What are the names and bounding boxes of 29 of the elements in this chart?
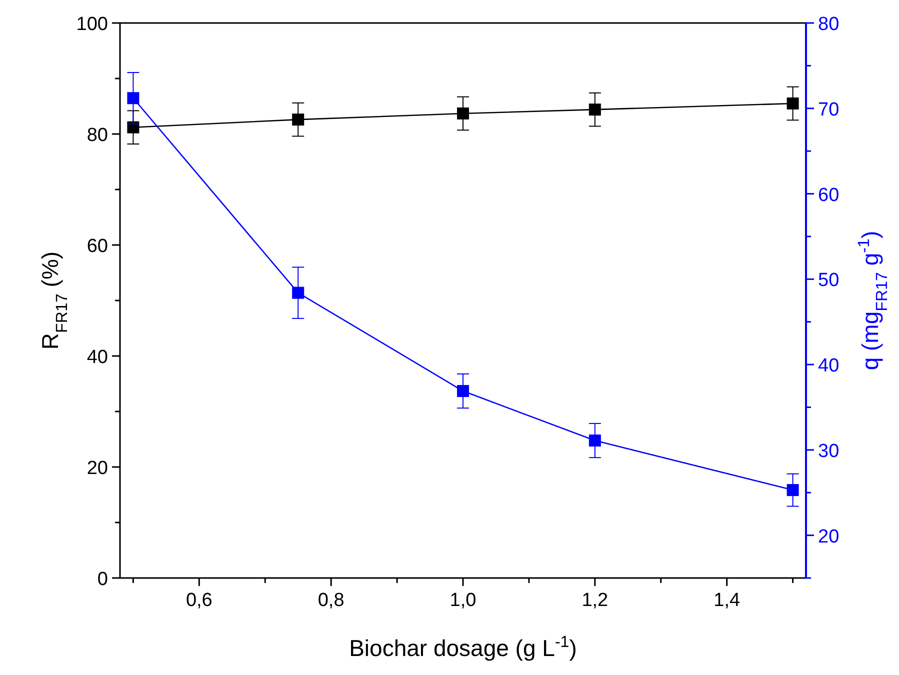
x-tick-label: 0,8	[318, 590, 344, 611]
y2-tick-label: 20	[818, 526, 840, 548]
y-tick-label: 20	[86, 458, 108, 479]
y2-tick-label: 40	[818, 356, 840, 377]
y2-tick-label: 60	[818, 184, 840, 206]
point	[786, 97, 799, 110]
y2-tick-label: 70	[818, 99, 840, 120]
x-tick-label: 1,0	[450, 590, 476, 611]
x-axis-title: Biochar dosage (g L$^{-1}$)	[349, 633, 577, 661]
point	[457, 107, 469, 120]
y2-tick-label: 30	[818, 440, 840, 462]
y-tick-label: 0	[97, 569, 108, 590]
point	[127, 121, 140, 134]
point	[292, 114, 304, 126]
x-tick-label: 1,2	[582, 590, 608, 611]
point	[786, 484, 799, 496]
y-tick-label: 100	[76, 14, 108, 35]
point	[292, 286, 304, 299]
point	[588, 104, 601, 116]
x-tick-label: 1,4	[714, 590, 740, 611]
point	[457, 385, 469, 398]
point	[127, 92, 140, 104]
y-tick-label: 80	[86, 125, 108, 146]
y2-tick-label: 50	[818, 270, 840, 292]
point	[588, 434, 601, 447]
y-tick-label: 60	[86, 236, 108, 257]
x-tick-label: 0,6	[186, 590, 212, 611]
y2-tick-label: 80	[818, 14, 840, 35]
y-tick-label: 40	[86, 347, 108, 368]
